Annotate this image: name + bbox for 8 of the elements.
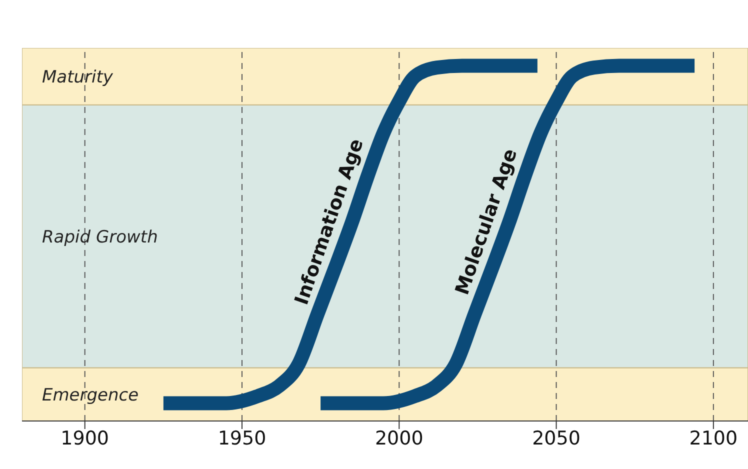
x-tick-label: 2050 [532,427,580,450]
band-label: Emergence [42,385,139,406]
x-tick-label: 1900 [60,427,110,450]
band-label: Rapid Growth [42,227,158,248]
band-label: Maturity [42,67,114,88]
x-tick-label: 1950 [218,427,266,450]
x-tick-label: 2000 [374,427,424,450]
x-tick-label: 2100 [689,427,738,450]
